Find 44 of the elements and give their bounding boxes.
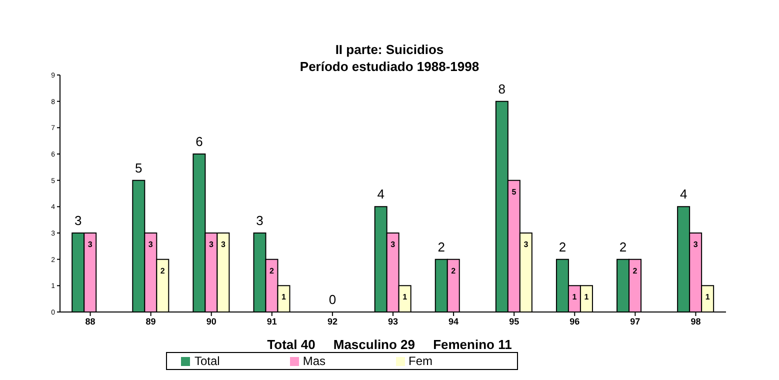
x-tick-label: 96: [570, 316, 580, 326]
data-label: 3: [74, 213, 82, 228]
x-tick-label: 94: [448, 316, 459, 326]
data-label: 3: [390, 240, 396, 249]
data-label: 3: [524, 240, 529, 249]
x-tick-label: 92: [327, 316, 338, 326]
data-label: 4: [377, 186, 384, 202]
data-label: 0: [328, 292, 336, 307]
legend-label: Fem: [408, 354, 433, 368]
data-label: 3: [88, 240, 93, 249]
data-label: 2: [438, 239, 445, 254]
legend-label: Total: [194, 354, 220, 368]
data-label: 3: [148, 240, 154, 249]
x-tick-label: 88: [85, 316, 96, 326]
data-label: 1: [402, 292, 408, 302]
data-label: 6: [196, 134, 203, 149]
legend-label: Mas: [302, 354, 326, 368]
data-label: 2: [270, 266, 275, 276]
x-tick-label: 95: [509, 316, 520, 326]
x-tick-label: 89: [146, 316, 156, 326]
data-label: 2: [632, 266, 638, 276]
data-label: 2: [160, 266, 166, 276]
data-label: 2: [558, 239, 566, 254]
data-label: 3: [256, 213, 264, 228]
data-label: 2: [451, 266, 456, 276]
x-tick-label: 98: [690, 316, 701, 326]
x-tick-label: 91: [266, 316, 277, 326]
x-tick-label: 90: [206, 316, 216, 326]
x-tick-label: 93: [388, 316, 398, 326]
chart-title: II parte: Suicidios Período estudiado 1988-1998: [298, 41, 480, 75]
data-label: 5: [512, 187, 517, 196]
data-label: 2: [619, 239, 627, 254]
data-label: 5: [135, 160, 142, 176]
data-label: 8: [498, 81, 506, 96]
data-label: 4: [680, 186, 688, 202]
text: Total 40 Masculino 29 Femenino 11: [266, 337, 513, 352]
data-label: 1: [705, 292, 710, 302]
data-label: 3: [208, 240, 214, 249]
x-tick-label: 97: [630, 316, 640, 326]
data-label: 1: [572, 292, 578, 302]
data-label: 3: [693, 240, 698, 249]
data-label: 1: [584, 292, 590, 302]
data-label: 3: [220, 240, 226, 249]
data-label: 1: [282, 292, 287, 302]
